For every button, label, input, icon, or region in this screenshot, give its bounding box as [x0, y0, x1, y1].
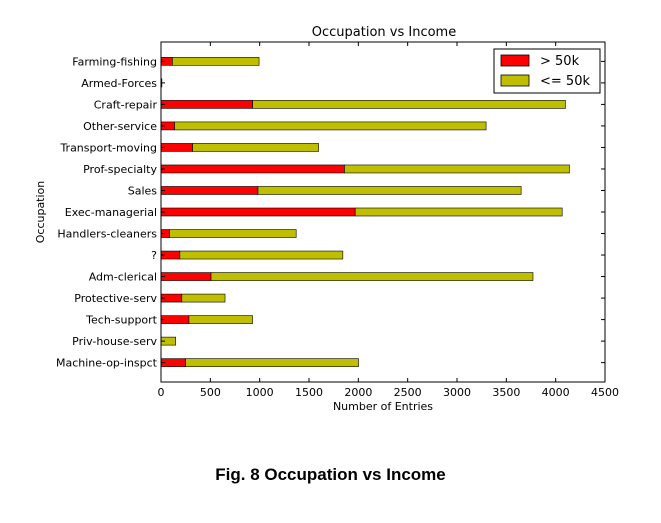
bar-under-50k	[188, 315, 253, 324]
bar-over-50k	[160, 272, 212, 281]
bar-under-50k	[257, 186, 522, 195]
x-axis-label: Number of Entries	[333, 400, 433, 413]
legend-swatch-under-50k	[500, 74, 530, 87]
bar-under-50k	[181, 293, 226, 303]
x-tick-label: 3500	[492, 386, 520, 399]
x-tick-label: 1500	[295, 386, 323, 399]
x-tick-label: 2500	[394, 386, 422, 399]
y-tick-label: Farming-fishing	[72, 55, 157, 68]
y-axis: Farming-fishing Armed-Forces Craft-repair O…	[56, 55, 605, 370]
bar-under-50k	[169, 229, 297, 238]
bar-over-50k	[160, 100, 253, 109]
x-tick-label: 0	[158, 386, 165, 399]
x-tick-label: 3000	[443, 386, 471, 399]
y-tick-label: Prof-specialty	[83, 163, 157, 176]
bar-over-50k	[160, 186, 259, 195]
bar-over-50k	[160, 164, 345, 174]
legend-swatch-over-50k	[500, 54, 530, 67]
bar-under-50k	[210, 272, 534, 281]
y-tick-label: ?	[151, 249, 157, 262]
y-tick-label: Adm-clerical	[89, 271, 157, 284]
x-tick-label: 500	[200, 386, 221, 399]
bar-over-50k	[160, 207, 356, 217]
bar-under-50k	[252, 100, 566, 109]
y-tick-label: Priv-house-serv	[72, 335, 157, 348]
legend-label-over-50k: > 50k	[540, 54, 580, 69]
y-tick-label: Protective-serv	[74, 292, 157, 305]
x-tick-label: 4500	[591, 386, 619, 399]
chart-title: Occupation vs Income	[312, 25, 456, 40]
bar-under-50k	[192, 143, 319, 152]
legend: > 50k <= 50k	[493, 48, 601, 94]
bar-under-50k	[185, 358, 359, 367]
bar-under-50k	[344, 164, 570, 174]
bar-over-50k	[160, 143, 193, 152]
y-tick-label: Armed-Forces	[81, 77, 157, 90]
y-tick-label: Sales	[128, 184, 158, 197]
bars-group	[160, 57, 570, 367]
y-tick-label: Craft-repair	[94, 98, 158, 111]
x-tick-label: 2000	[344, 386, 372, 399]
y-tick-label: Exec-managerial	[65, 206, 157, 219]
y-tick-label: Handlers-cleaners	[57, 228, 157, 241]
bar-over-50k	[160, 315, 190, 324]
y-axis-label: Occupation	[34, 181, 47, 244]
legend-label-under-50k: <= 50k	[540, 74, 590, 89]
y-tick-label: Tech-support	[85, 314, 158, 327]
figure-caption: Fig. 8 Occupation vs Income	[215, 465, 446, 484]
y-tick-label: Other-service	[83, 120, 157, 133]
bar-under-50k	[172, 57, 260, 66]
chart: Occupation vs Income Farming-fishing Arme…	[34, 25, 619, 413]
bar-under-50k	[179, 250, 344, 260]
x-tick-label: 4000	[542, 386, 570, 399]
x-axis: 0 500 1000 1500 2000 2500 3000 3500 4000 4500	[158, 42, 619, 399]
y-tick-label: Machine-op-inspct	[56, 357, 158, 370]
y-tick-label: Transport-moving	[59, 141, 157, 154]
bar-under-50k	[174, 121, 487, 131]
x-tick-label: 1000	[246, 386, 274, 399]
bar-under-50k	[354, 207, 563, 217]
